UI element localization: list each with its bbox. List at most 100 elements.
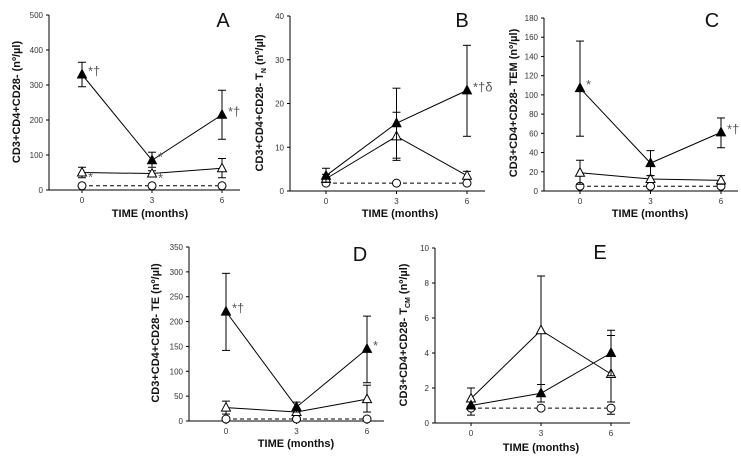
data-point	[216, 162, 228, 173]
y-tick-label: 100	[30, 151, 44, 160]
data-point	[715, 126, 727, 137]
data-point	[221, 414, 231, 424]
x-tick-label: 0	[324, 197, 329, 206]
y-axis-label-main: CD3+CD4+CD28- (nº/µl)	[11, 41, 23, 164]
data-point	[462, 178, 472, 188]
x-tick-label: 3	[648, 197, 653, 206]
data-point	[217, 181, 227, 191]
y-tick-label: 500	[30, 11, 44, 20]
y-tick-label: 40	[529, 149, 538, 158]
y-tick-label: 100	[170, 367, 184, 376]
data-point	[715, 174, 727, 185]
x-axis-label: TIME (months)	[112, 208, 189, 220]
y-tick-label: 300	[170, 268, 184, 277]
series-open-circle	[221, 414, 372, 424]
significance-annotation: *†	[232, 301, 244, 316]
y-tick-label: 120	[525, 72, 539, 81]
significance-annotation: *	[373, 338, 378, 353]
data-point	[216, 108, 228, 119]
data-point	[77, 181, 87, 191]
data-point	[76, 68, 88, 79]
x-axis-label: TIME (months)	[362, 208, 439, 220]
series-line	[225, 311, 368, 408]
y-tick-label: 180	[525, 14, 539, 23]
series-filled-triangle: *† * *†	[76, 61, 240, 168]
data-point	[392, 178, 401, 188]
data-point	[605, 346, 617, 357]
data-point	[146, 154, 158, 165]
x-tick-label: 6	[220, 196, 225, 205]
y-tick-label: 300	[30, 81, 44, 90]
data-point	[361, 342, 373, 353]
x-tick-label: 3	[539, 429, 544, 438]
data-point	[362, 414, 372, 424]
y-tick-label: 8	[425, 279, 430, 288]
y-axis-label: CD3+CD4+CD28- TCM (nº/µl)	[398, 263, 412, 406]
x-tick-label: 6	[365, 427, 370, 436]
data-point	[646, 181, 655, 191]
data-point	[606, 403, 616, 413]
y-tick-label: 60	[529, 129, 538, 138]
data-point	[220, 305, 232, 316]
y-axis-label-main: CD3+CD4+CD28- T	[254, 73, 266, 172]
x-tick-label: 6	[609, 429, 614, 438]
x-tick-label: 3	[394, 197, 399, 206]
y-tick-label: 20	[275, 100, 284, 109]
data-point	[461, 169, 473, 180]
series-open-triangle: * *	[76, 158, 228, 186]
x-tick-label: 0	[578, 197, 583, 206]
y-tick-label: 2	[425, 384, 430, 393]
x-axis-label: TIME (months)	[258, 438, 335, 450]
panel-label: E	[593, 242, 606, 264]
x-tick-label: 6	[719, 197, 724, 206]
y-axis-label-main: CD3+CD4+CD28- TE (nº/µl)	[150, 263, 162, 403]
panel-label: C	[705, 10, 719, 32]
y-tick-label: 200	[30, 116, 44, 125]
series-filled-triangle: *† *	[220, 272, 378, 413]
data-point	[292, 414, 301, 424]
y-axis-label-unit: (nº/µl)	[398, 263, 410, 297]
data-point	[320, 169, 332, 180]
y-tick-label: 0	[280, 187, 285, 196]
significance-annotation: *	[158, 149, 163, 164]
y-tick-label: 0	[534, 187, 539, 196]
data-point	[465, 399, 477, 410]
y-axis-label: CD3+CD4+CD28- TE (nº/µl)	[150, 263, 162, 403]
y-tick-label: 50	[174, 392, 183, 401]
y-axis-label: CD3+CD4+CD28- TEM (nº/µl)	[508, 28, 520, 177]
series-filled-triangle: * *†	[574, 40, 739, 177]
x-tick-label: 0	[80, 196, 85, 205]
x-tick-label: 6	[465, 197, 470, 206]
data-point	[291, 401, 302, 412]
y-tick-label: 10	[275, 143, 284, 152]
data-point	[76, 166, 88, 177]
data-point	[574, 82, 586, 93]
significance-annotation: *†	[228, 104, 240, 119]
y-tick-label: 0	[425, 419, 430, 428]
y-tick-label: 0	[179, 417, 184, 426]
significance-annotation: *	[88, 170, 93, 185]
panel-d: 0 50 100 150 200 250 300 350 0 3 6 TIME (months) CD3…	[150, 243, 384, 450]
series-open-circle	[575, 181, 726, 191]
panel-b: 0 10 20 30 40 0 3 6 TIME (months) CD3+CD4+CD28- T…	[254, 10, 493, 220]
panel-c: 0 20 40 60 80 100 120 140 160 180 0 3 6 TIME (months)…	[508, 10, 739, 220]
y-tick-label: 250	[170, 293, 184, 302]
x-tick-label: 0	[224, 427, 229, 436]
y-axis-label: CD3+CD4+CD28- TN (nº/µl)	[254, 34, 268, 171]
panel-label: B	[455, 10, 468, 32]
y-tick-label: 0	[39, 186, 44, 195]
y-tick-label: 40	[275, 12, 284, 21]
series-filled-triangle	[465, 329, 617, 410]
y-axis-label: CD3+CD4+CD28- (nº/µl)	[11, 41, 23, 164]
y-axis-label-main: CD3+CD4+CD28- T	[398, 308, 410, 407]
y-tick-label: 350	[170, 243, 184, 252]
data-point	[361, 393, 373, 404]
x-axis-label: TIME (months)	[612, 208, 689, 220]
significance-annotation: *	[586, 77, 591, 92]
data-point	[535, 324, 547, 335]
y-tick-label: 150	[170, 342, 184, 351]
y-axis-label-subscript: N	[261, 68, 268, 73]
series-filled-triangle: *†δ	[320, 44, 493, 183]
